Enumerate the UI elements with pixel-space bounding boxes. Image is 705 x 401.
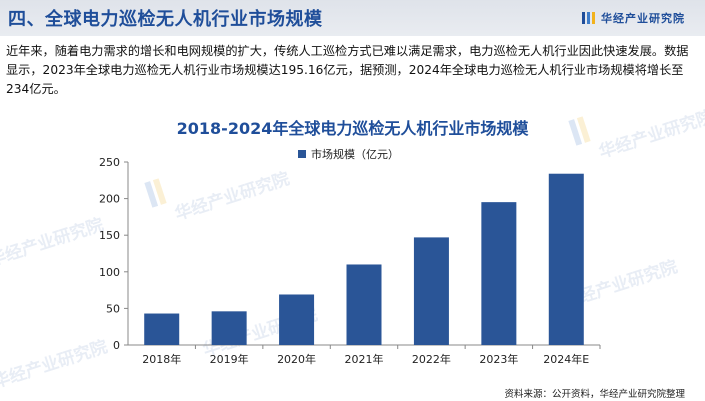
brand-name: 华经产业研究院: [601, 12, 685, 25]
y-tick-label: 200: [99, 193, 120, 206]
intro-paragraph: 近年来，随着电力需求的增长和电网规模的扩大，传统人工巡检方式已难以满足需求，电力…: [6, 44, 689, 96]
bar: [211, 311, 247, 345]
legend-label: 市场规模（亿元）: [311, 148, 399, 161]
y-tick-label: 0: [113, 339, 120, 352]
bar: [144, 313, 180, 345]
brand-logo-icon: [582, 12, 595, 24]
x-tick-label: 2024年E: [543, 352, 589, 366]
chart-legend: 市场规模（亿元）: [298, 146, 399, 162]
y-tick-label: 50: [106, 302, 120, 315]
bar: [279, 294, 315, 345]
header-bar: 四、全球电力巡检无人机行业市场规模 华经产业研究院: [0, 0, 705, 36]
y-tick-label: 250: [99, 156, 120, 169]
bar: [413, 237, 449, 345]
x-tick-label: 2021年: [345, 352, 384, 366]
x-tick-label: 2020年: [277, 352, 316, 366]
x-tick-label: 2018年: [142, 352, 181, 366]
bar: [548, 173, 584, 345]
source-note: 资料来源：公开资料，华经产业研究院整理: [504, 389, 685, 400]
x-tick-label: 2023年: [479, 352, 518, 366]
x-tick-label: 2022年: [412, 352, 451, 366]
brand: 华经产业研究院: [582, 10, 685, 26]
x-tick-label: 2019年: [210, 352, 249, 366]
chart-title: 2018-2024年全球电力巡检无人机行业市场规模: [176, 119, 529, 138]
bar: [346, 264, 382, 345]
page-title: 四、全球电力巡检无人机行业市场规模: [8, 9, 323, 30]
y-tick-label: 150: [99, 229, 120, 242]
y-tick-label: 100: [99, 266, 120, 279]
bar: [481, 202, 517, 345]
legend-swatch: [298, 150, 306, 158]
